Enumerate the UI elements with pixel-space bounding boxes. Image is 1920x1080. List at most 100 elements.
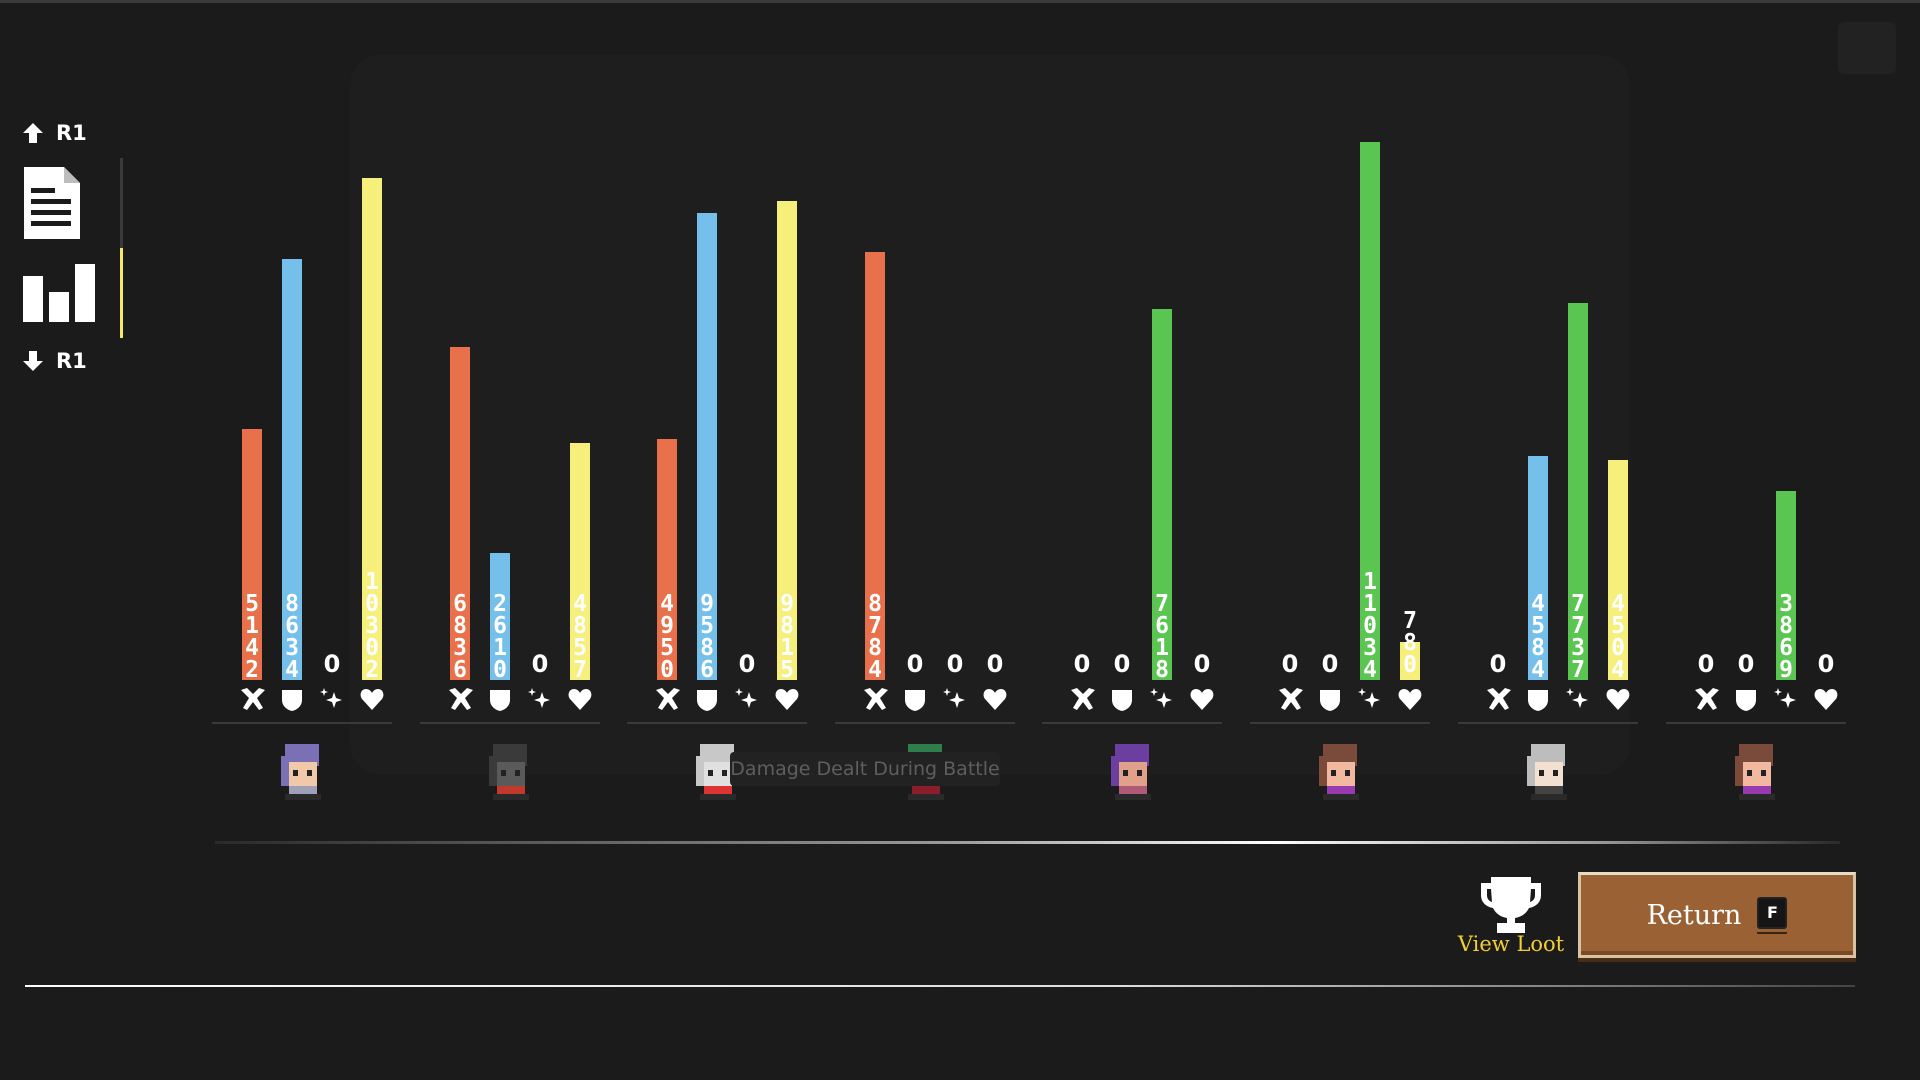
stat-bar-healing[interactable]	[570, 443, 590, 680]
sparkle-icon	[1149, 686, 1175, 712]
stat-tooltip: Damage Dealt During Battle	[730, 752, 1000, 786]
stat-bar-healing[interactable]	[1608, 460, 1628, 680]
sparkle-icon	[527, 686, 553, 712]
crossed-weapons-icon	[1277, 686, 1303, 712]
stat-bar-damage[interactable]	[657, 439, 677, 680]
stat-bar-damage[interactable]	[242, 429, 262, 680]
shield-icon	[694, 686, 720, 712]
group-underline	[835, 722, 1015, 724]
stat-bar-damage[interactable]	[450, 347, 470, 680]
heart-icon	[359, 686, 385, 712]
nav-down-key: R1	[56, 349, 87, 373]
stat-value-zero: 0	[1321, 650, 1339, 678]
stat-value-label: 9 5 8 6	[700, 591, 714, 683]
stat-bar-healing[interactable]	[777, 201, 797, 680]
stat-bar-buff[interactable]	[1776, 491, 1796, 680]
group-underline	[212, 722, 392, 724]
shield-icon	[1109, 686, 1135, 712]
stat-bar-damage[interactable]	[865, 252, 885, 680]
bottom-line	[25, 985, 1855, 987]
group-underline	[627, 722, 807, 724]
portrait-helmet-knight[interactable]	[267, 734, 339, 806]
stat-value-zero: 0	[323, 650, 341, 678]
heart-icon	[774, 686, 800, 712]
crossed-weapons-icon	[447, 686, 473, 712]
shield-icon	[279, 686, 305, 712]
portrait-brown-hair-girl-2[interactable]	[1721, 734, 1793, 806]
pause-button[interactable]	[1838, 22, 1896, 74]
portrait-silver-hair-mage[interactable]	[1513, 734, 1585, 806]
stat-value-zero: 0	[1113, 650, 1131, 678]
stat-value-zero: 0	[1073, 650, 1091, 678]
group-underline	[1250, 722, 1430, 724]
stat-value-zero: 0	[946, 650, 964, 678]
document-icon	[24, 167, 80, 239]
shield-icon	[1525, 686, 1551, 712]
crossed-weapons-icon	[654, 686, 680, 712]
stat-value-zero: 0	[1281, 650, 1299, 678]
crossed-weapons-icon	[239, 686, 265, 712]
heart-icon	[1397, 686, 1423, 712]
return-button[interactable]: Return F	[1578, 872, 1856, 958]
stat-value-label: 4 8 5 7	[573, 591, 587, 683]
stat-bar-buff[interactable]	[1568, 303, 1588, 680]
stat-bar-defense[interactable]	[697, 213, 717, 680]
crossed-weapons-icon	[1069, 686, 1095, 712]
return-key: F	[1757, 896, 1788, 929]
stat-bar-defense[interactable]	[490, 553, 510, 680]
group-underline	[1666, 722, 1846, 724]
crossed-weapons-icon	[862, 686, 888, 712]
chart-divider	[215, 841, 1840, 844]
portrait-antlered-girl[interactable]	[1097, 734, 1169, 806]
portrait-brown-hair-girl[interactable]	[1305, 734, 1377, 806]
stat-value-label: 2 6 1 0	[493, 591, 507, 683]
stat-bar-defense[interactable]	[282, 259, 302, 680]
stat-bar-buff[interactable]	[1360, 142, 1380, 680]
stat-value-zero: 0	[1489, 650, 1507, 678]
stat-value-zero: 0	[986, 650, 1004, 678]
shield-icon	[487, 686, 513, 712]
view-loot-label: View Loot	[1457, 932, 1565, 956]
nav-item-report[interactable]	[20, 165, 84, 245]
group-underline	[1042, 722, 1222, 724]
nav-rail-active	[120, 248, 123, 338]
arrow-up-icon	[23, 123, 43, 143]
stat-value-label: 9 8 1 5	[780, 591, 794, 683]
nav-up-hint: R1	[22, 119, 87, 147]
stat-bar-healing[interactable]	[362, 178, 382, 680]
shield-icon	[1317, 686, 1343, 712]
stat-value-label: 7 8 0	[1403, 608, 1417, 678]
sparkle-icon	[1773, 686, 1799, 712]
portrait-plumed-knight[interactable]	[682, 734, 754, 806]
stat-value-label: 1 0 3 0 2	[365, 569, 379, 683]
group-underline	[420, 722, 600, 724]
stat-bar-defense[interactable]	[1528, 456, 1548, 680]
heart-icon	[1189, 686, 1215, 712]
group-underline	[1458, 722, 1638, 724]
stat-bar-buff[interactable]	[1152, 309, 1172, 680]
crossed-weapons-icon	[1693, 686, 1719, 712]
sparkle-icon	[1357, 686, 1383, 712]
nav-item-stats[interactable]	[20, 262, 96, 328]
shield-icon	[902, 686, 928, 712]
stat-value-label: 7 7 3 7	[1571, 591, 1585, 683]
top-edge	[0, 0, 1920, 3]
heart-icon	[567, 686, 593, 712]
shield-icon	[1733, 686, 1759, 712]
nav-up-key: R1	[56, 121, 87, 145]
heart-icon	[1813, 686, 1839, 712]
stat-value-zero: 0	[1817, 650, 1835, 678]
stat-value-zero: 0	[1697, 650, 1715, 678]
sparkle-icon	[319, 686, 345, 712]
stat-value-zero: 0	[1193, 650, 1211, 678]
stat-value-zero: 0	[1737, 650, 1755, 678]
view-loot-button[interactable]: View Loot	[1452, 875, 1570, 960]
stat-value-label: 1 1 0 3 4	[1363, 569, 1377, 683]
stat-value-zero: 0	[906, 650, 924, 678]
stat-value-label: 7 6 1 8	[1155, 591, 1169, 683]
bar-chart-icon	[23, 264, 95, 322]
stat-bar-healing[interactable]	[1400, 642, 1420, 680]
stat-value-label: 3 8 6 9	[1779, 591, 1793, 683]
portrait-dark-spearman[interactable]	[475, 734, 547, 806]
